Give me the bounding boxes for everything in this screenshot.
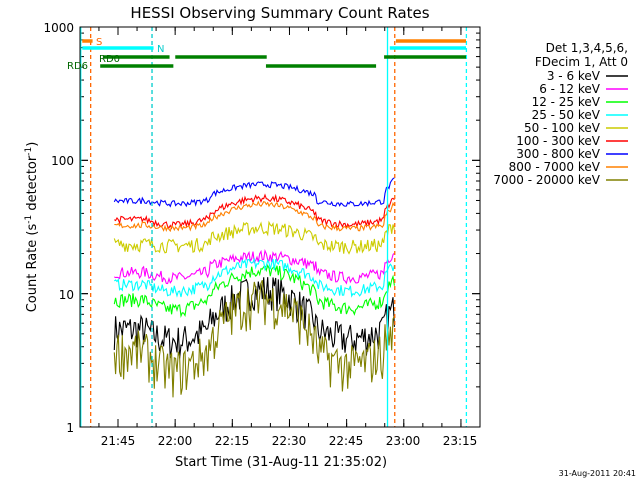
series-line-4 (113, 220, 395, 255)
legend-label-3: 25 - 50 keV (532, 108, 601, 122)
plot-frame (79, 26, 481, 428)
x-tick-label-2300: 23:00 (386, 434, 421, 448)
series-line-8 (113, 279, 395, 398)
legend-header-fdecim: FDecim 1, Att 0 (535, 55, 628, 69)
y-tick-label-100: 100 (51, 154, 74, 168)
x-axis-label: Start Time (31-Aug-11 21:35:02) (175, 455, 387, 470)
x-tick-label-2145: 21:45 (101, 434, 136, 448)
flag-label-rd0: RD0 (99, 54, 120, 65)
series-line-3 (113, 257, 395, 298)
legend-label-7: 800 - 7000 keV (509, 160, 601, 174)
series-line-2 (113, 264, 395, 319)
y-tick-label-1: 1 (66, 421, 74, 435)
flag-label-rd6: RD6 (67, 61, 88, 72)
chart-title: HESSI Observing Summary Count Rates (130, 4, 429, 22)
y-tick-label-1000: 1000 (43, 21, 74, 35)
x-tick-label-2200: 22:00 (158, 434, 193, 448)
x-tick-label-2215: 22:15 (215, 434, 250, 448)
legend-label-4: 50 - 100 keV (524, 121, 601, 135)
legend-label-8: 7000 - 20000 keV (493, 173, 600, 187)
legend-header-detectors: Det 1,3,4,5,6, (546, 41, 628, 55)
plot-area (80, 26, 480, 428)
series-line-7 (114, 200, 395, 233)
flag-label-s: S (96, 37, 102, 48)
flag-label-n: N (157, 44, 164, 55)
y-tick-label-10: 10 (59, 288, 74, 302)
render-timestamp: 31-Aug-2011 20:41 (559, 469, 636, 478)
legend-label-0: 3 - 6 keV (547, 69, 601, 83)
legend-label-2: 12 - 25 keV (532, 95, 601, 109)
flag-bars (80, 27, 468, 427)
x-tick-label-2315: 23:15 (443, 434, 478, 448)
x-tick-label-2230: 22:30 (272, 434, 307, 448)
legend-label-6: 300 - 800 keV (516, 147, 600, 161)
series-line-6 (113, 177, 395, 208)
legend-label-5: 100 - 300 keV (516, 134, 600, 148)
y-axis-label: Count Rate (s-1 detector-1) (24, 142, 40, 313)
x-tick-label-2245: 22:45 (329, 434, 364, 448)
legend-label-1: 6 - 12 keV (539, 82, 601, 96)
